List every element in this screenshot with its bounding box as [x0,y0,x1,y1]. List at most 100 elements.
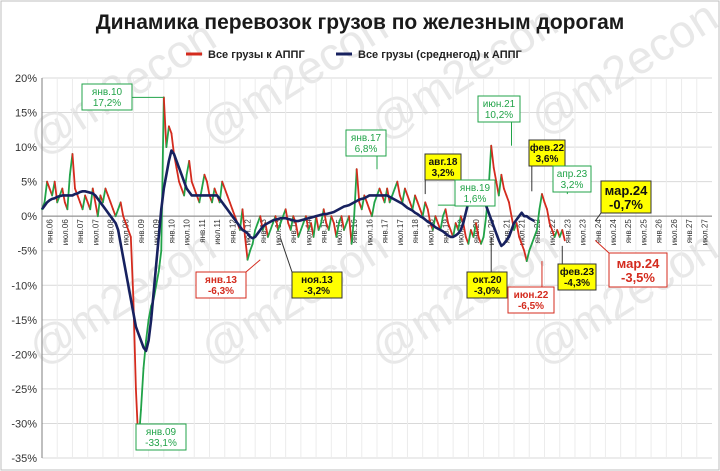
monthly-segment [203,173,208,183]
monthly-segment [170,132,175,155]
monthly-segment [541,193,546,204]
y-tick-label: -5% [17,246,37,258]
callout-box [424,153,462,181]
x-tick-label: янв.18 [411,219,420,244]
callout-date: янв.10 [92,87,123,98]
callout-leader [594,239,610,254]
monthly-segment [457,215,462,231]
x-tick-label: июл.11 [213,219,222,245]
x-tick-label: июл.08 [122,219,131,246]
monthly-segment [145,318,150,342]
callout-box [81,83,133,111]
monthly-segment [546,208,551,224]
callout-date: фев.23 [560,266,595,278]
x-axis: янв.06 июл.06 янв.07 июл.07 янв.08 июл.08 янв.… [41,78,709,458]
monthly-segment [206,180,211,197]
monthly-segment [223,187,229,197]
monthly-segment [142,339,147,370]
annotation-callout: янв.13-6,3% [195,259,261,299]
monthly-segment [175,166,180,183]
monthly-segment [244,236,249,261]
callout-date: мар.24 [617,256,660,271]
callout-value: -3,5% [621,270,655,285]
monthly-segment [518,236,523,245]
monthly-segment [162,96,168,148]
y-tick-label: -25% [11,384,37,396]
x-tick-label: янв.09 [137,219,146,244]
x-tick-label: июл.09 [152,219,161,246]
annotation-callout: апр.233,2% [552,165,592,195]
x-tick-label: янв.26 [655,219,664,244]
callout-value: 17,2% [93,98,121,109]
monthly-segment [404,187,409,197]
monthly-segment [254,222,259,231]
monthly-segment [543,201,548,211]
x-tick-label: июл.20 [487,219,496,246]
monthly-segment [71,153,76,190]
monthly-segment [490,144,495,169]
callout-box [608,252,668,288]
x-tick-label: июл.24 [609,219,618,246]
monthly-segment [46,180,51,190]
callout-box [466,271,508,299]
monthly-segment [411,194,416,211]
monthly-segment [371,201,376,218]
monthly-segment [396,180,401,197]
callout-date: янв.09 [146,427,177,438]
callout-date: ноя.13 [301,275,333,286]
monthly-segment [406,194,411,204]
x-tick-label: янв.06 [46,219,55,244]
monthly-segment [508,201,513,218]
monthly-segment [502,187,508,197]
x-tick-label: июл.17 [396,219,405,246]
annotation-callout: мар.24-0,7% [594,180,652,222]
callout-value: 10,2% [485,110,513,121]
x-tick-label: июл.07 [91,219,100,246]
x-tick-label: янв.10 [167,219,176,244]
x-tick-label: июл.16 [365,219,374,246]
x-tick-label: июл.27 [700,219,709,246]
monthly-segment [147,305,153,321]
y-tick-label: 0% [21,211,37,223]
monthly-segment [122,215,127,224]
chart-title: Динамика перевозок грузов по железным до… [96,11,625,34]
y-tick-label: 5% [21,177,37,189]
x-tick-label: июл.23 [579,219,588,246]
monthly-segment [424,201,429,211]
monthly-segment [391,187,396,197]
x-tick-label: янв.24 [594,219,603,244]
monthly-segment [129,236,135,300]
monthly-segment [500,173,505,190]
callout-box [477,95,521,123]
y-tick-label: 10% [15,142,37,154]
monthly-segment [475,222,480,238]
x-tick-label: янв.17 [381,219,390,244]
monthly-segment [266,229,272,238]
x-tick-label: янв.25 [624,219,633,244]
x-tick-label: июл.26 [670,219,679,246]
callout-value: 3,2% [432,168,455,179]
monthly-segment [188,160,193,183]
legend: Все грузы к АППГ Все грузы (среднегод) к … [186,49,523,61]
monthly-segment [221,180,226,190]
monthly-segment [246,249,252,261]
monthly-segment [530,236,536,245]
monthly-segment [343,222,348,231]
monthly-segment [492,166,498,183]
annotation-callout: фев.223,6% [528,139,566,192]
monthly-segment [444,208,449,224]
callout-box [135,423,187,451]
callout-box [507,286,555,314]
x-tick-label: янв.21 [502,219,511,244]
monthly-segment [114,208,120,218]
series-average [40,149,535,353]
y-tick-label: -30% [11,418,37,430]
monthly-segment [353,168,358,218]
monthly-segment [350,215,356,245]
x-tick-label: янв.11 [198,219,207,243]
monthly-segment [426,208,432,224]
series-monthly [41,96,566,446]
